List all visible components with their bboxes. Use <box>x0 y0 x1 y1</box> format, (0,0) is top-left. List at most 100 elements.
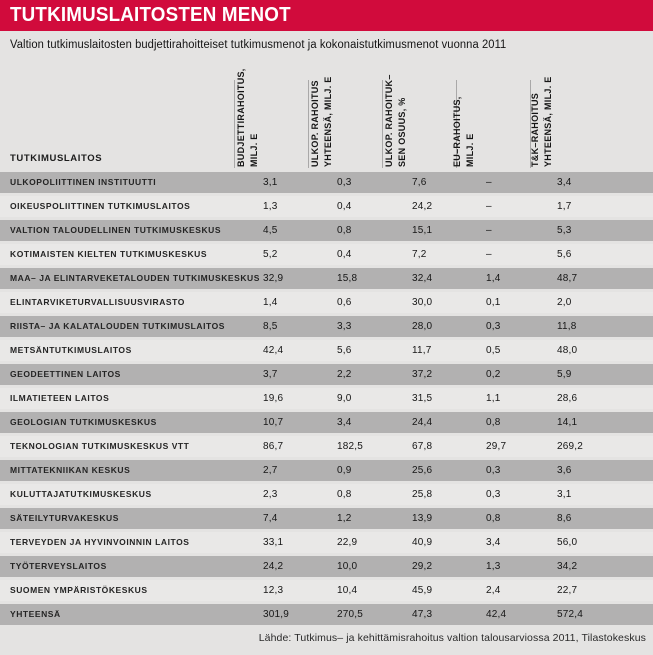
cell-ulkop-osuus: 25,6 <box>412 465 433 476</box>
cell-ulkop-rahoitus: 0,4 <box>337 249 352 260</box>
subtitle: Valtion tutkimuslaitosten budjettirahoit… <box>10 39 507 51</box>
row-name: OIKEUSPOLIITTINEN TUTKIMUSLAITOS <box>10 201 191 211</box>
cell-tk-rahoitus: 3,4 <box>557 177 572 188</box>
cell-eu-rahoitus: 1,3 <box>486 561 501 572</box>
cell-ulkop-osuus: 40,9 <box>412 537 433 548</box>
cell-ulkop-rahoitus: 10,4 <box>337 585 358 596</box>
row-header-label: TUTKIMUSLAITOS <box>10 153 103 164</box>
cell-tk-rahoitus: 22,7 <box>557 585 578 596</box>
cell-eu-rahoitus: 0,3 <box>486 489 501 500</box>
cell-tk-rahoitus: 572,4 <box>557 609 584 620</box>
title-banner: TUTKIMUSLAITOSTEN MENOT <box>0 0 653 31</box>
cell-ulkop-rahoitus: 3,3 <box>337 321 352 332</box>
row-name: MITTATEKNIIKAN KESKUS <box>10 465 131 475</box>
table-row: TYÖTERVEYSLAITOS 24,2 10,0 29,2 1,3 34,2 <box>0 556 653 577</box>
cell-eu-rahoitus: 0,1 <box>486 297 501 308</box>
row-name: SÄTEILYTURVAKESKUS <box>10 513 119 523</box>
row-name: VALTION TALOUDELLINEN TUTKIMUSKESKUS <box>10 225 222 235</box>
row-name: ULKOPOLIITTINEN INSTITUUTTI <box>10 177 157 187</box>
row-name: METSÄNTUTKIMUSLAITOS <box>10 345 132 355</box>
cell-tk-rahoitus: 5,9 <box>557 369 572 380</box>
cell-tk-rahoitus: 34,2 <box>557 561 578 572</box>
column-divider <box>234 80 235 168</box>
cell-eu-rahoitus: 29,7 <box>486 441 507 452</box>
cell-tk-rahoitus: 48,7 <box>557 273 578 284</box>
cell-budjettirahoitus: 12,3 <box>263 585 284 596</box>
column-divider <box>456 80 457 168</box>
row-name: RIISTA– JA KALATALOUDEN TUTKIMUSLAITOS <box>10 321 225 331</box>
row-name: TERVEYDEN JA HYVINVOINNIN LAITOS <box>10 537 190 547</box>
cell-eu-rahoitus: – <box>486 177 492 188</box>
cell-eu-rahoitus: 0,5 <box>486 345 501 356</box>
table-row: OIKEUSPOLIITTINEN TUTKIMUSLAITOS 1,3 0,4… <box>0 196 653 217</box>
row-name: GEOLOGIAN TUTKIMUSKESKUS <box>10 417 157 427</box>
cell-tk-rahoitus: 5,6 <box>557 249 572 260</box>
cell-eu-rahoitus: 0,2 <box>486 369 501 380</box>
row-name: MAA– JA ELINTARVEKETALOUDEN TUTKIMUSKESK… <box>10 273 260 283</box>
cell-ulkop-rahoitus: 0,3 <box>337 177 352 188</box>
cell-tk-rahoitus: 8,6 <box>557 513 572 524</box>
table-row: KULUTTAJATUTKIMUSKESKUS 2,3 0,8 25,8 0,3… <box>0 484 653 505</box>
cell-eu-rahoitus: 0,3 <box>486 321 501 332</box>
column-header-line: ULKOP. RAHOITUK– <box>384 74 394 167</box>
cell-ulkop-rahoitus: 0,4 <box>337 201 352 212</box>
cell-ulkop-osuus: 28,0 <box>412 321 433 332</box>
table-row: ILMATIETEEN LAITOS 19,6 9,0 31,5 1,1 28,… <box>0 388 653 409</box>
row-name: ELINTARVIKETURVALLISUUSVIRASTO <box>10 297 185 307</box>
cell-ulkop-rahoitus: 15,8 <box>337 273 358 284</box>
column-divider <box>382 80 383 168</box>
column-header-line: BUDJETTIRAHOITUS, <box>236 68 246 167</box>
cell-budjettirahoitus: 3,7 <box>263 369 278 380</box>
table-row: VALTION TALOUDELLINEN TUTKIMUSKESKUS 4,5… <box>0 220 653 241</box>
cell-budjettirahoitus: 33,1 <box>263 537 284 548</box>
column-header-ulkop-rahoitus: ULKOP. RAHOITUS YHTEENSÄ, MILJ. E <box>309 75 335 167</box>
cell-eu-rahoitus: – <box>486 225 492 236</box>
table-row: MAA– JA ELINTARVEKETALOUDEN TUTKIMUSKESK… <box>0 268 653 289</box>
cell-budjettirahoitus: 4,5 <box>263 225 278 236</box>
source-note: Lähde: Tutkimus– ja kehittämisrahoitus v… <box>258 632 646 644</box>
table-row: METSÄNTUTKIMUSLAITOS 42,4 5,6 11,7 0,5 4… <box>0 340 653 361</box>
cell-ulkop-osuus: 47,3 <box>412 609 433 620</box>
cell-ulkop-osuus: 67,8 <box>412 441 433 452</box>
cell-ulkop-osuus: 45,9 <box>412 585 433 596</box>
cell-ulkop-osuus: 32,4 <box>412 273 433 284</box>
cell-eu-rahoitus: 3,4 <box>486 537 501 548</box>
cell-budjettirahoitus: 19,6 <box>263 393 284 404</box>
cell-tk-rahoitus: 3,1 <box>557 489 572 500</box>
table-row-total: YHTEENSÄ 301,9 270,5 47,3 42,4 572,4 <box>0 604 653 625</box>
row-name: YHTEENSÄ <box>10 609 61 619</box>
cell-budjettirahoitus: 10,7 <box>263 417 284 428</box>
cell-ulkop-rahoitus: 22,9 <box>337 537 358 548</box>
cell-ulkop-osuus: 7,2 <box>412 249 427 260</box>
cell-tk-rahoitus: 28,6 <box>557 393 578 404</box>
cell-budjettirahoitus: 32,9 <box>263 273 284 284</box>
row-name: TYÖTERVEYSLAITOS <box>10 561 107 571</box>
cell-ulkop-rahoitus: 10,0 <box>337 561 358 572</box>
table-row: SUOMEN YMPÄRISTÖKESKUS 12,3 10,4 45,9 2,… <box>0 580 653 601</box>
cell-eu-rahoitus: – <box>486 249 492 260</box>
table-body: ULKOPOLIITTINEN INSTITUUTTI 3,1 0,3 7,6 … <box>0 172 653 628</box>
cell-budjettirahoitus: 1,3 <box>263 201 278 212</box>
cell-budjettirahoitus: 301,9 <box>263 609 290 620</box>
cell-tk-rahoitus: 1,7 <box>557 201 572 212</box>
cell-eu-rahoitus: 2,4 <box>486 585 501 596</box>
table-row: TEKNOLOGIAN TUTKIMUSKESKUS VTT 86,7 182,… <box>0 436 653 457</box>
cell-eu-rahoitus: 1,4 <box>486 273 501 284</box>
cell-eu-rahoitus: 1,1 <box>486 393 501 404</box>
cell-tk-rahoitus: 48,0 <box>557 345 578 356</box>
cell-tk-rahoitus: 5,3 <box>557 225 572 236</box>
table-row: RIISTA– JA KALATALOUDEN TUTKIMUSLAITOS 8… <box>0 316 653 337</box>
column-header-line: SEN OSUUS, % <box>397 97 407 167</box>
cell-eu-rahoitus: 0,8 <box>486 417 501 428</box>
cell-tk-rahoitus: 11,8 <box>557 321 577 332</box>
row-name: KOTIMAISTEN KIELTEN TUTKIMUSKESKUS <box>10 249 208 259</box>
table-row: TERVEYDEN JA HYVINVOINNIN LAITOS 33,1 22… <box>0 532 653 553</box>
cell-ulkop-osuus: 24,2 <box>412 201 433 212</box>
cell-budjettirahoitus: 2,7 <box>263 465 278 476</box>
cell-ulkop-osuus: 15,1 <box>412 225 433 236</box>
column-header-eu-rahoitus: EU–RAHOITUS, MILJ. E <box>451 75 477 167</box>
cell-budjettirahoitus: 86,7 <box>263 441 284 452</box>
cell-eu-rahoitus: – <box>486 201 492 212</box>
cell-ulkop-rahoitus: 0,8 <box>337 225 352 236</box>
table-row: SÄTEILYTURVAKESKUS 7,4 1,2 13,9 0,8 8,6 <box>0 508 653 529</box>
